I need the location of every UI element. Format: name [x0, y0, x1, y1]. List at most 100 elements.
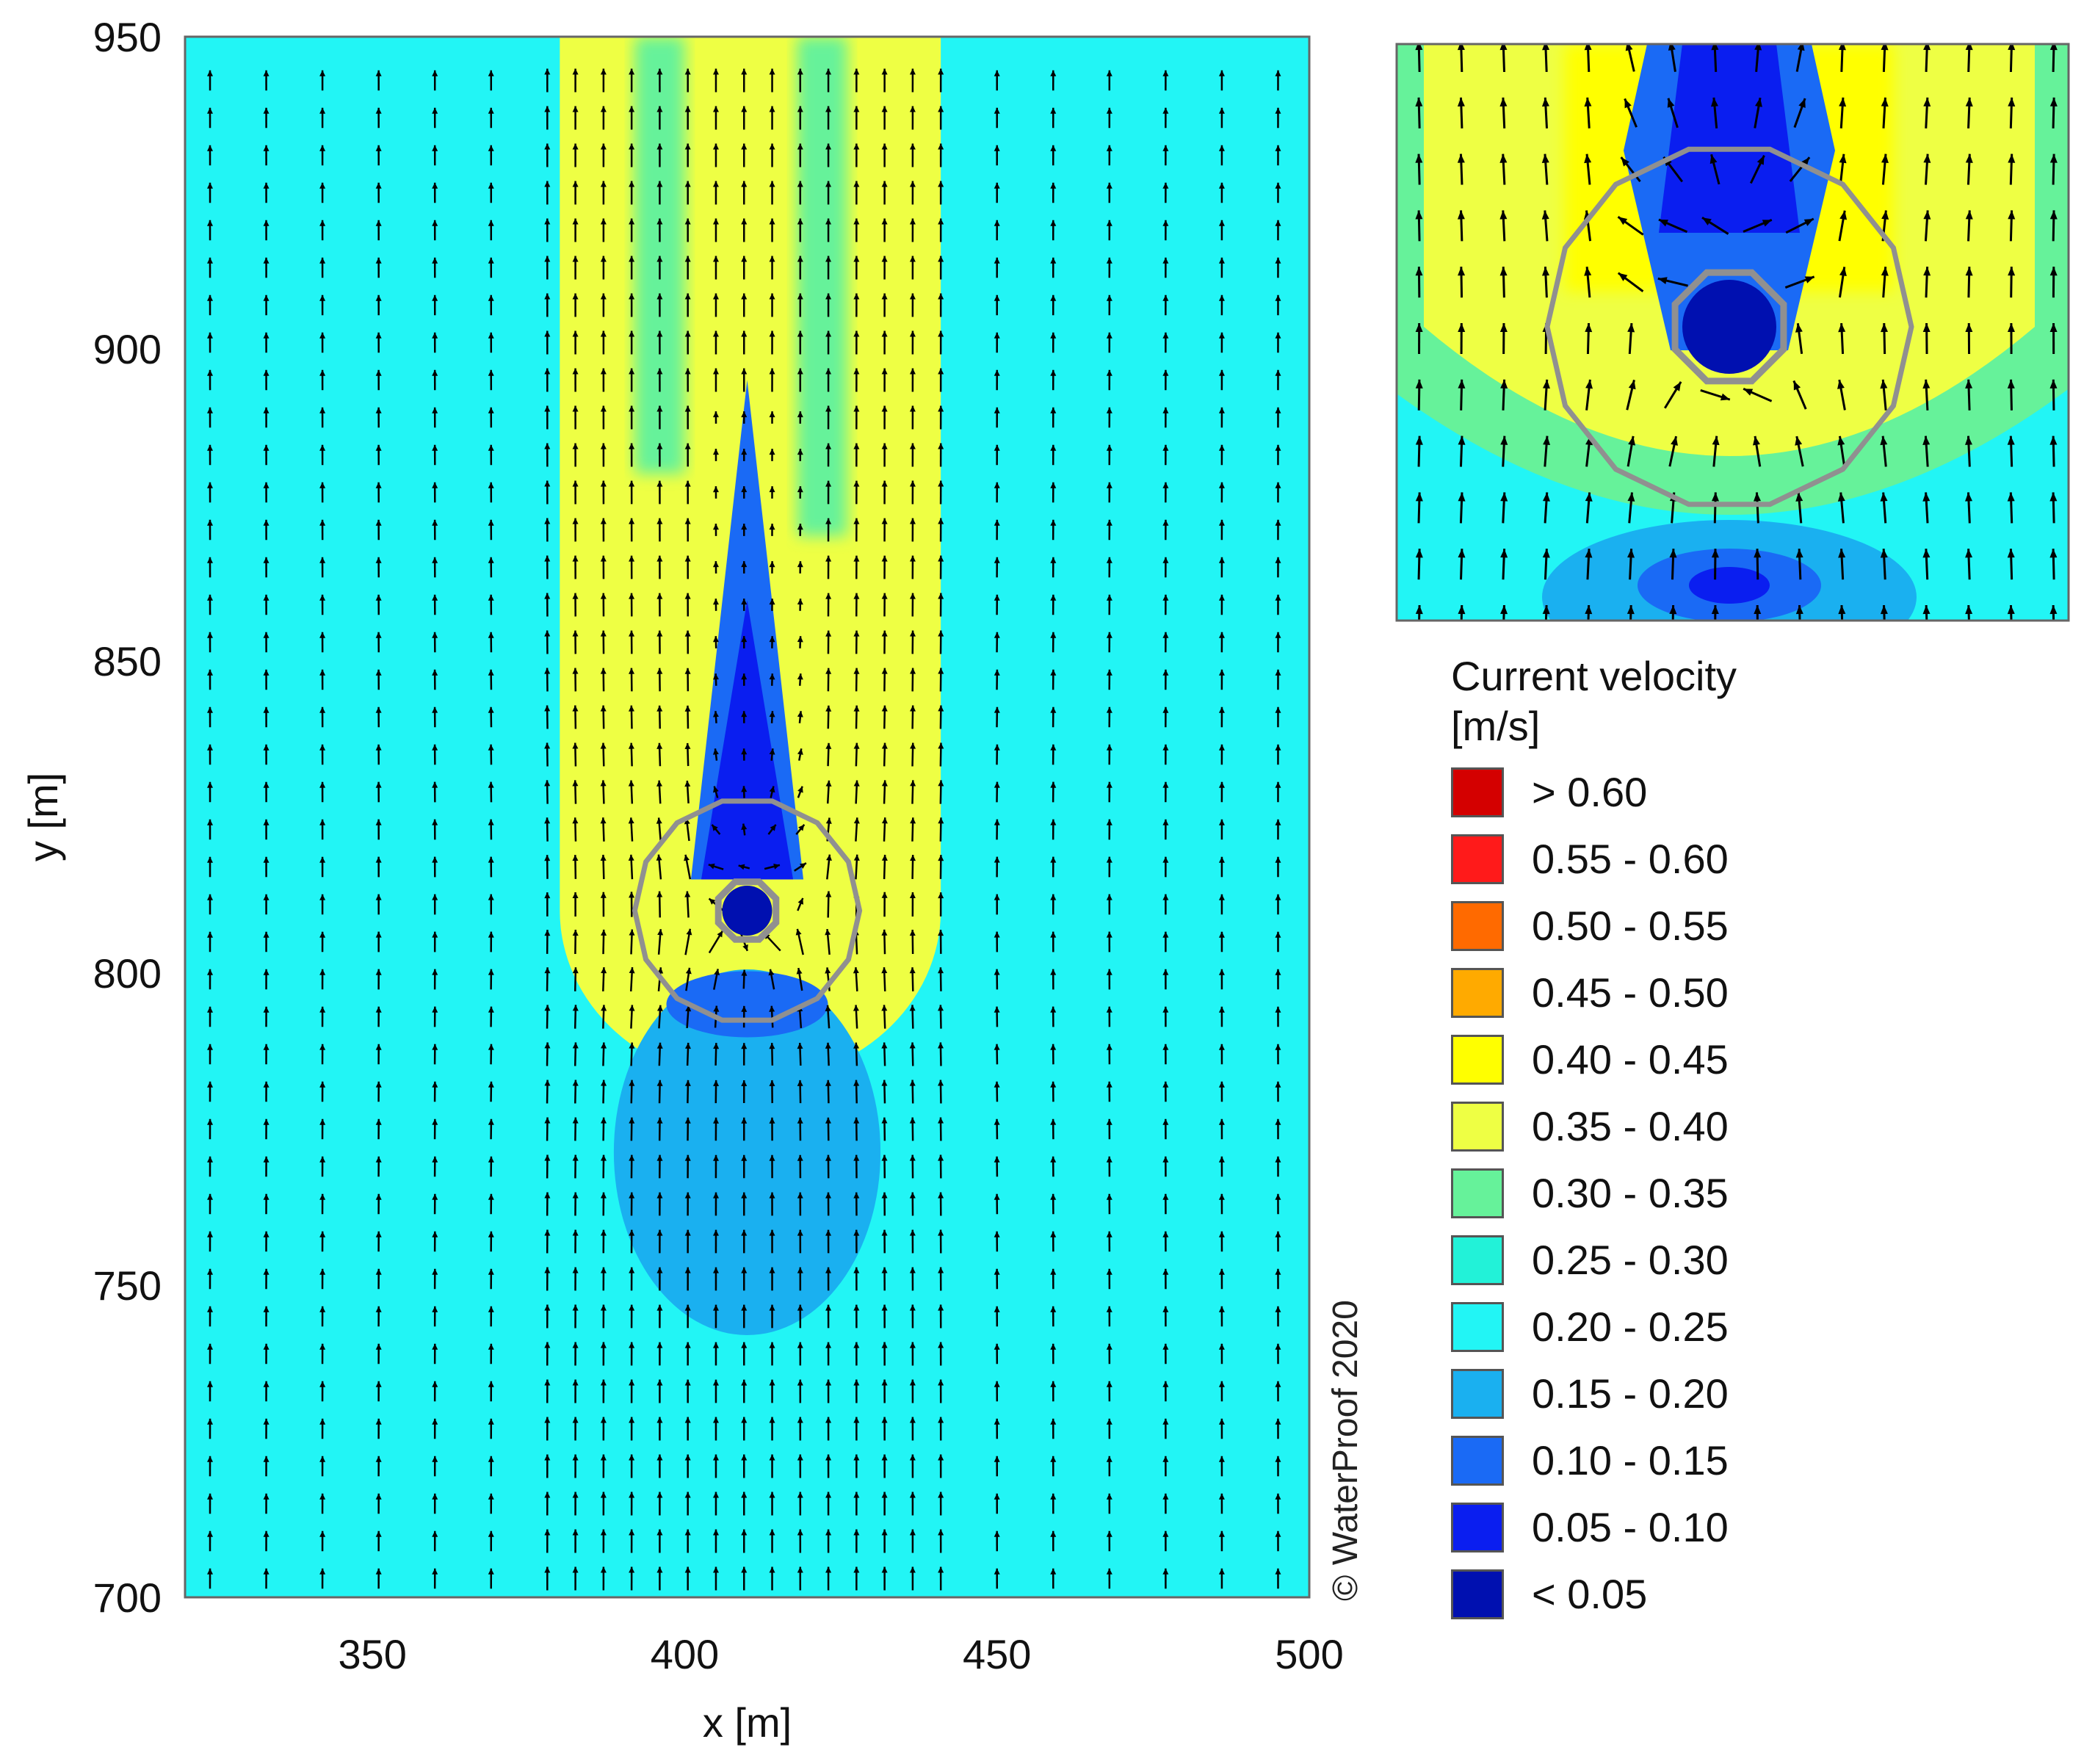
vector-arrowhead — [656, 1229, 663, 1236]
vector-arrowhead — [853, 780, 860, 787]
vector-arrowhead — [938, 256, 944, 262]
vector-arrowhead — [994, 369, 1000, 376]
legend-label: > 0.60 — [1532, 769, 1648, 815]
vector-arrowhead — [207, 1456, 214, 1462]
vector-arrowhead — [825, 929, 831, 936]
vector-arrowhead — [853, 443, 860, 449]
vector-arrowhead — [600, 668, 607, 674]
vector-arrowhead — [488, 182, 494, 189]
vector-arrowhead — [544, 1192, 551, 1199]
vector-arrowhead — [488, 1193, 494, 1200]
vector-arrowhead — [600, 593, 607, 599]
vector-arrowhead — [741, 786, 748, 792]
vector-arrowhead — [881, 405, 888, 412]
vector-arrowhead — [1106, 894, 1112, 900]
vector-arrowhead — [881, 967, 888, 974]
vector-arrowhead — [684, 405, 691, 412]
vector-arrowhead — [712, 524, 719, 530]
vector-arrowhead — [994, 669, 1000, 676]
vector-arrowhead — [684, 593, 691, 599]
vector-arrowhead — [712, 68, 719, 75]
vector-arrowhead — [263, 1118, 269, 1125]
inset-vector-arrowhead — [1373, 605, 1381, 614]
vector-arrowhead — [741, 181, 748, 187]
vector-arrowhead — [741, 561, 748, 568]
vector-arrowhead — [1275, 1306, 1281, 1312]
vector-arrowhead — [738, 864, 745, 870]
vector-arrowhead — [488, 856, 494, 863]
legend-label: 0.35 - 0.40 — [1532, 1103, 1729, 1149]
vector-arrowhead — [629, 1154, 635, 1161]
vector-arrowhead — [1275, 519, 1281, 526]
inset-vector-arrowhead — [1711, 44, 1719, 51]
vector-arrowhead — [684, 1529, 691, 1536]
vector-arrowhead — [1162, 1381, 1169, 1387]
vector-arrowhead — [797, 1304, 803, 1311]
vector-arrowhead — [797, 218, 803, 225]
vector-arrowhead — [1218, 332, 1225, 339]
vector-arrowhead — [656, 443, 663, 449]
vector-arrowhead — [684, 1417, 691, 1423]
vector-arrowhead — [629, 443, 635, 449]
vector-arrowhead — [375, 1156, 382, 1163]
vector-arrowhead — [629, 1417, 635, 1423]
vector-arrowhead — [994, 1268, 1000, 1275]
vector-arrowhead — [712, 561, 719, 568]
vector-arrowhead — [1162, 1118, 1169, 1125]
inset-vector-arrowhead — [2007, 379, 2015, 388]
vector-arrowhead — [263, 669, 269, 676]
vector-arrowhead — [825, 143, 832, 150]
vector-arrowhead — [629, 593, 635, 599]
vector-arrowhead — [938, 930, 944, 936]
vector-arrowhead — [263, 744, 269, 751]
vector-arrowhead — [909, 1080, 916, 1086]
vector-arrowhead — [656, 854, 662, 861]
vector-arrowhead — [1218, 557, 1225, 563]
vector-arrowhead — [769, 1492, 775, 1498]
vector-arrowhead — [600, 1192, 607, 1199]
vector-arrowhead — [909, 181, 916, 187]
vector-arrowhead — [207, 1268, 214, 1275]
vector-arrowhead — [432, 294, 438, 301]
vector-arrowhead — [910, 780, 916, 787]
vector-arrowhead — [432, 1006, 438, 1013]
vector-arrowhead — [797, 599, 803, 605]
vector-arrowhead — [572, 593, 579, 599]
inset-vector-arrowhead — [1839, 153, 1847, 164]
inset-vector-arrowhead — [1839, 97, 1847, 107]
vector-arrowhead — [712, 673, 719, 680]
vector-arrowhead — [207, 1231, 214, 1237]
vector-arrowhead — [207, 781, 214, 788]
vector-arrowhead — [909, 1342, 916, 1348]
vector-arrowhead — [544, 1304, 551, 1311]
vector-arrowhead — [797, 1267, 803, 1273]
vector-arrowhead — [881, 854, 888, 861]
vector-arrowhead — [572, 1042, 579, 1049]
vector-arrowhead — [1162, 70, 1169, 76]
vector-arrowhead — [319, 669, 326, 676]
vector-arrowhead — [741, 1267, 748, 1273]
vector-arrowhead — [1050, 632, 1057, 638]
vector-arrowhead — [628, 817, 634, 824]
vector-arrowhead — [601, 967, 607, 974]
vector-arrowhead — [881, 1379, 888, 1386]
vector-arrowhead — [1106, 182, 1112, 189]
vector-arrowhead — [1218, 1193, 1225, 1200]
vector-arrowhead — [853, 668, 860, 674]
vector-arrowhead — [629, 1379, 635, 1386]
inset-vector-arrowhead — [1711, 549, 1719, 558]
legend-swatch — [1451, 1302, 1504, 1352]
vector-arrowhead — [712, 256, 719, 262]
vector-arrowhead — [263, 257, 269, 264]
vector-arrowhead — [1050, 1268, 1057, 1275]
vector-arrowhead — [769, 1080, 775, 1086]
vector-arrowhead — [375, 781, 382, 788]
vector-arrowhead — [881, 817, 888, 824]
inset-vector-arrowhead — [1625, 44, 1633, 51]
vector-arrowhead — [319, 220, 326, 226]
vector-arrowhead — [769, 636, 775, 643]
vector-arrowhead — [909, 930, 916, 936]
vector-arrowhead — [656, 518, 663, 524]
inset-vector-arrowhead — [1415, 605, 1423, 615]
vector-arrowhead — [375, 1493, 382, 1500]
